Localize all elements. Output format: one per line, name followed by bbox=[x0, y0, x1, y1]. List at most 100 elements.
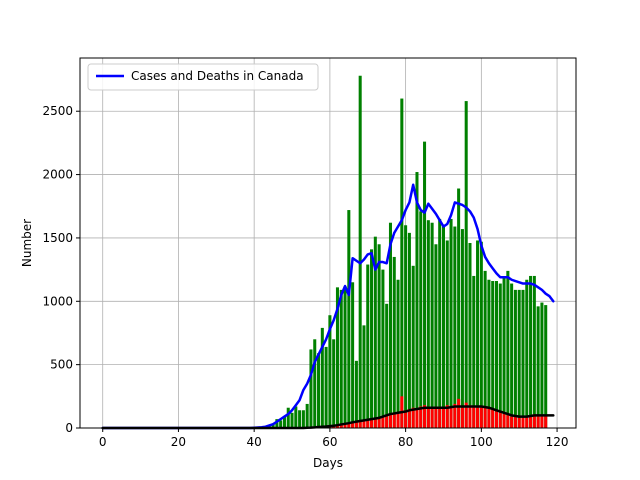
deaths-bar bbox=[498, 412, 502, 428]
cases-bar bbox=[483, 270, 487, 428]
cases-bar bbox=[468, 243, 472, 428]
deaths-bar bbox=[354, 422, 358, 428]
cases-bar bbox=[407, 232, 411, 428]
cases-bar bbox=[472, 275, 476, 428]
y-tick-label: 1500 bbox=[42, 231, 73, 245]
x-tick-label: 120 bbox=[546, 435, 569, 449]
deaths-bar bbox=[453, 403, 457, 428]
cases-bar bbox=[354, 360, 358, 428]
deaths-bar bbox=[426, 406, 430, 428]
cases-bar bbox=[510, 283, 514, 428]
cases-bar bbox=[271, 424, 275, 428]
cases-bar bbox=[362, 325, 366, 428]
deaths-bar bbox=[388, 414, 392, 428]
deaths-bar bbox=[404, 410, 408, 428]
cases-bar bbox=[434, 244, 438, 428]
x-tick-label: 0 bbox=[99, 435, 107, 449]
cases-bar bbox=[309, 349, 313, 428]
deaths-bar bbox=[411, 407, 415, 428]
cases-bar bbox=[279, 420, 283, 428]
cases-bar bbox=[464, 101, 468, 429]
deaths-bar bbox=[370, 419, 374, 428]
deaths-bar bbox=[525, 416, 529, 428]
deaths-bar bbox=[510, 416, 514, 428]
cases-bar bbox=[441, 226, 445, 428]
deaths-bar bbox=[479, 406, 483, 428]
deaths-bar bbox=[381, 416, 385, 428]
cases-bar bbox=[301, 410, 305, 428]
cases-bar bbox=[339, 289, 343, 428]
cases-bar bbox=[351, 282, 355, 428]
deaths-bar bbox=[464, 402, 468, 428]
deaths-bar bbox=[483, 407, 487, 428]
cases-bar bbox=[453, 226, 457, 428]
cases-bar bbox=[479, 241, 483, 428]
cases-bar bbox=[317, 353, 321, 428]
cases-bar bbox=[487, 279, 491, 428]
y-tick-label: 2500 bbox=[42, 104, 73, 118]
cases-bar bbox=[445, 240, 449, 428]
deaths-bar bbox=[396, 412, 400, 428]
deaths-bar bbox=[430, 407, 434, 428]
deaths-bar bbox=[434, 406, 438, 428]
cases-bar bbox=[540, 302, 544, 428]
deaths-bar bbox=[529, 415, 533, 428]
x-tick-label: 40 bbox=[247, 435, 262, 449]
cases-bar bbox=[476, 240, 480, 428]
deaths-bar bbox=[487, 408, 491, 428]
deaths-bar bbox=[358, 421, 362, 428]
x-tick-label: 100 bbox=[470, 435, 493, 449]
legend-label: Cases and Deaths in Canada bbox=[131, 69, 304, 83]
deaths-bar bbox=[392, 413, 396, 428]
deaths-bar bbox=[438, 408, 442, 428]
bars-group bbox=[252, 75, 548, 429]
cases-bar bbox=[343, 286, 347, 428]
x-axis-label: Days bbox=[313, 456, 343, 470]
legend-box bbox=[87, 63, 319, 91]
deaths-bar bbox=[517, 417, 521, 428]
x-tick-label: 80 bbox=[398, 435, 413, 449]
cases-bar bbox=[430, 222, 434, 428]
cases-bar bbox=[377, 244, 381, 428]
cases-bar bbox=[282, 416, 286, 428]
deaths-bar bbox=[385, 415, 389, 428]
cases-bar bbox=[532, 275, 536, 428]
cases-bar bbox=[313, 339, 317, 428]
cases-bar bbox=[521, 289, 525, 428]
cases-bar bbox=[449, 218, 453, 428]
cases-bar bbox=[498, 283, 502, 428]
deaths-bar bbox=[513, 416, 517, 428]
deaths-bar bbox=[457, 398, 461, 428]
deaths-bar bbox=[506, 415, 510, 428]
deaths-bar bbox=[532, 414, 536, 428]
deaths-bar bbox=[362, 421, 366, 428]
cases-bar bbox=[328, 315, 332, 428]
cases-bar bbox=[411, 265, 415, 428]
cases-bar bbox=[290, 412, 294, 428]
cases-bar bbox=[494, 281, 499, 428]
cases-bar bbox=[513, 289, 517, 428]
cases-bar bbox=[400, 98, 404, 428]
deaths-bar bbox=[494, 411, 499, 428]
deaths-bar bbox=[373, 418, 377, 428]
cases-bar bbox=[419, 211, 423, 428]
cases-bar bbox=[506, 270, 510, 428]
cases-bar bbox=[366, 264, 370, 428]
cases-bar bbox=[286, 407, 290, 428]
cases-bar bbox=[415, 172, 419, 428]
cases-bar bbox=[332, 339, 336, 428]
y-tick-label: 1000 bbox=[42, 294, 73, 308]
cases-bar bbox=[388, 222, 392, 428]
deaths-bar bbox=[476, 407, 480, 428]
cases-bar bbox=[358, 75, 362, 429]
y-tick-label: 2000 bbox=[42, 168, 73, 182]
cases-bar bbox=[491, 281, 495, 428]
deaths-bar bbox=[407, 408, 411, 428]
x-tick-label: 60 bbox=[322, 435, 337, 449]
cases-bar bbox=[335, 287, 339, 428]
deaths-bar bbox=[491, 408, 495, 428]
deaths-bar bbox=[544, 415, 548, 428]
deaths-bar bbox=[445, 405, 449, 428]
tick-labels: 0 20 40 60 80 100 120 0 500 1000 1500 2000 2500 bbox=[42, 104, 568, 449]
